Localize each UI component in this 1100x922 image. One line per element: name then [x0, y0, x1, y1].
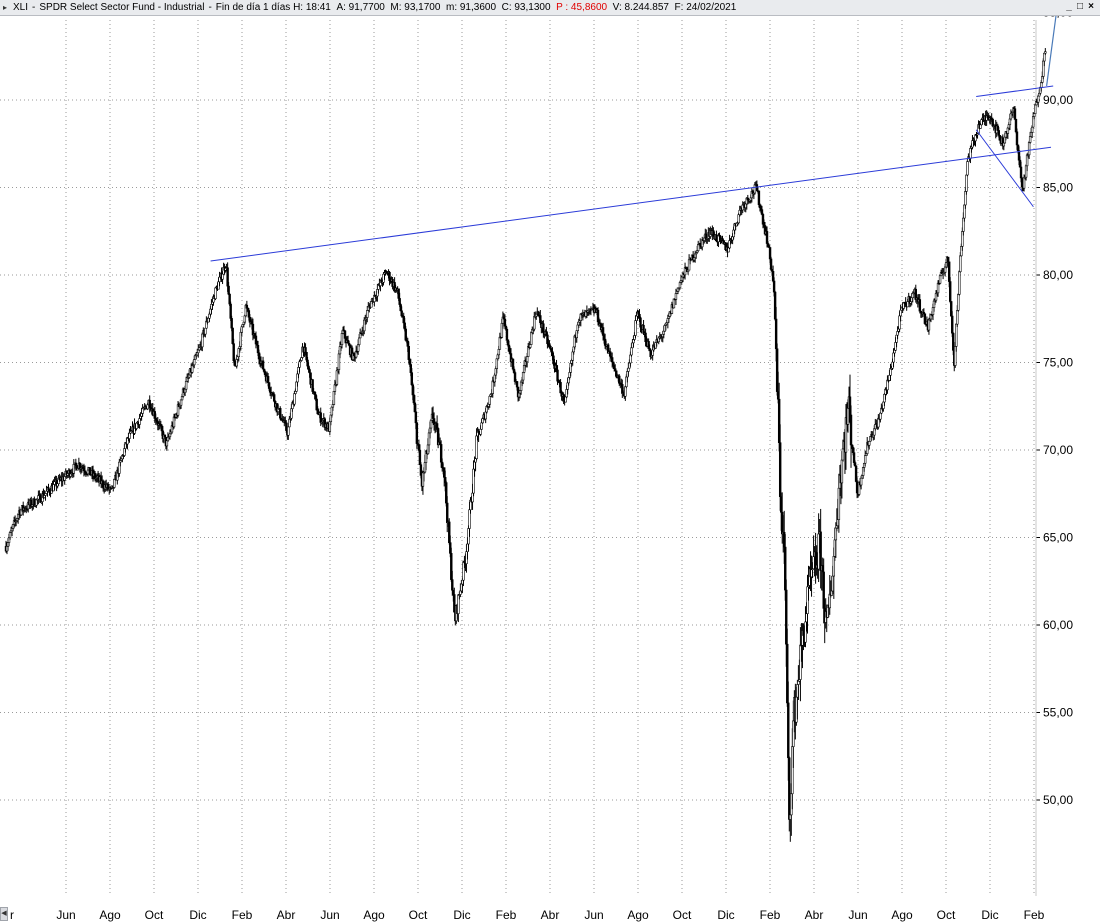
y-tick-label: 90,00: [1043, 93, 1073, 107]
close-price: C: 93,1300: [501, 2, 551, 13]
y-tick-label: 50,00: [1043, 793, 1073, 807]
x-tick-label: Jun: [848, 908, 867, 922]
x-tick-label: Feb: [760, 908, 781, 922]
x-tick-label: Oct: [673, 908, 692, 922]
volume: V: 8.244.857: [612, 2, 669, 13]
y-tick-label: 70,00: [1043, 443, 1073, 457]
period: Fin de día 1 días: [215, 2, 291, 13]
candle: [88, 467, 92, 476]
symbol: XLI: [13, 2, 29, 13]
x-tick-label: Abr: [805, 908, 824, 922]
drawn-trendlines[interactable]: [210, 16, 1060, 262]
x-tick-label: Dic: [453, 908, 470, 922]
x-tick-label: Ago: [99, 908, 121, 922]
x-tick-label: Jun: [320, 908, 339, 922]
x-tick-label: Dic: [981, 908, 998, 922]
candle: [868, 440, 871, 450]
chart-grid: [0, 20, 1040, 896]
x-tick-label: Feb: [1024, 908, 1045, 922]
x-tick-label: Ago: [627, 908, 649, 922]
candle: [958, 270, 961, 296]
high-price: M: 93,1700: [390, 2, 441, 13]
price-chart[interactable]: 50,00 55,00 60,00 65,00 70,00 75,00 80,00 85,00…: [0, 16, 1100, 922]
candle: [697, 240, 700, 252]
window-menu-icon[interactable]: ▸: [3, 3, 8, 12]
maximize-button[interactable]: □: [1076, 1, 1084, 12]
instrument-name: SPDR Select Sector Fund - Industrial: [39, 2, 205, 13]
y-tick-label: 95,00: [1043, 16, 1073, 20]
breakout-arrow[interactable]: [1046, 16, 1058, 87]
x-tick-label: Dic: [717, 908, 734, 922]
x-tick-label: Ago: [891, 908, 913, 922]
x-tick-label: Jun: [56, 908, 75, 922]
x-tick-label: Oct: [937, 908, 956, 922]
time: H: 18:41: [293, 2, 331, 13]
y-tick-label: 65,00: [1043, 531, 1073, 545]
date: F: 24/02/2021: [674, 2, 737, 13]
x-tick-label: Abr: [541, 908, 560, 922]
price-candles: [4, 48, 1047, 842]
trendline-resistance[interactable]: [210, 146, 1052, 262]
p-value: P : 45,8600: [556, 2, 608, 13]
x-tick-label: r: [10, 908, 14, 922]
candle: [849, 405, 853, 468]
candle: [1037, 94, 1040, 108]
candle: [1044, 48, 1047, 56]
minimize-button[interactable]: _: [1066, 1, 1072, 12]
low-price: m: 91,3600: [445, 2, 497, 13]
candle: [957, 293, 960, 312]
y-axis-labels: 50,00 55,00 60,00 65,00 70,00 75,00 80,00 85,00…: [1043, 16, 1073, 807]
y-tick-label: 80,00: [1043, 268, 1073, 282]
scroll-left-button[interactable]: ◀: [0, 907, 8, 921]
x-tick-label: Jun: [584, 908, 603, 922]
y-tick-label: 55,00: [1043, 706, 1073, 720]
chart-window-titlebar: ▸ XLI - SPDR Select Sector Fund - Industri…: [0, 0, 1100, 16]
open-price: A: 91,7700: [336, 2, 385, 13]
y-tick-label: 75,00: [1043, 356, 1073, 370]
header-info: XLI - SPDR Select Sector Fund - Industrial…: [13, 2, 737, 13]
x-tick-label: Feb: [232, 908, 253, 922]
x-tick-label: Abr: [277, 908, 296, 922]
trendline-flag-top[interactable]: [976, 85, 1054, 97]
x-axis-labels: r Jun Ago Oct Dic Feb Abr Jun Ago Oct Dic Feb Abr Jun…: [10, 908, 1045, 922]
x-tick-label: Ago: [363, 908, 385, 922]
y-tick-label: 85,00: [1043, 181, 1073, 195]
candle: [261, 356, 265, 370]
candle: [498, 332, 502, 350]
y-tick-label: 60,00: [1043, 618, 1073, 632]
window-buttons: _ □ ×: [1064, 1, 1096, 14]
trendline-flag-bottom[interactable]: [975, 129, 1034, 208]
close-button[interactable]: ×: [1088, 1, 1094, 12]
x-tick-label: Oct: [145, 908, 164, 922]
x-tick-label: Feb: [496, 908, 517, 922]
x-tick-label: Dic: [189, 908, 206, 922]
x-tick-label: Oct: [409, 908, 428, 922]
